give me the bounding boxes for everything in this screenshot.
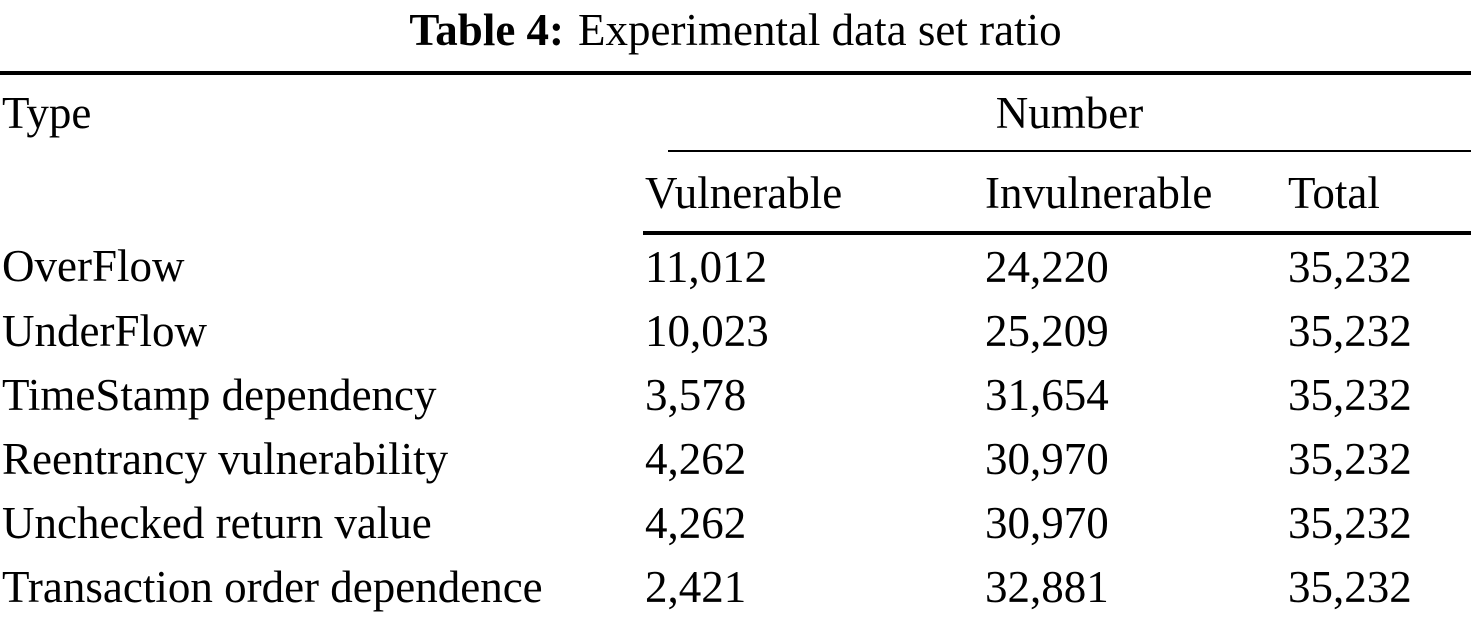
total-cell: 35,232 <box>1288 370 1412 420</box>
total-cell: 35,232 <box>1288 498 1412 548</box>
table-caption-label: Table 4: <box>409 5 565 55</box>
subheader-row: Vulnerable Invulnerable Total <box>0 151 1471 235</box>
total-cell: 35,232 <box>1288 242 1412 292</box>
vulnerable-cell: 10,023 <box>645 306 769 356</box>
table-caption-text: Experimental data set ratio <box>578 5 1062 55</box>
table-row: Reentrancy vulnerability 4,262 30,970 35… <box>0 427 1471 491</box>
table-row: OverFlow 11,012 24,220 35,232 <box>0 233 1471 299</box>
table-row: UnderFlow 10,023 25,209 35,232 <box>0 299 1471 363</box>
column-header-vulnerable: Vulnerable <box>643 151 983 235</box>
invulnerable-cell: 24,220 <box>985 242 1109 292</box>
column-header-total: Total <box>1286 151 1471 235</box>
group-header-row: Type Number <box>0 73 1471 152</box>
vulnerable-cell: 3,578 <box>645 370 747 420</box>
total-cell: 35,232 <box>1288 562 1412 612</box>
vulnerable-cell: 11,012 <box>645 242 768 292</box>
column-header-invulnerable: Invulnerable <box>983 151 1286 235</box>
type-cell: OverFlow <box>2 241 185 291</box>
type-cell: TimeStamp dependency <box>2 370 437 420</box>
total-cell: 35,232 <box>1288 306 1412 356</box>
experimental-data-table: Type Number Vulnerable Invulnerable Tota… <box>0 70 1471 617</box>
column-group-header-number-label: Number <box>995 87 1144 138</box>
vulnerable-cell: 2,421 <box>645 562 747 612</box>
type-cell: UnderFlow <box>2 306 207 356</box>
table-row: TimeStamp dependency 3,578 31,654 35,232 <box>0 363 1471 427</box>
total-cell: 35,232 <box>1288 434 1412 484</box>
type-cell: Unchecked return value <box>2 498 432 548</box>
table-caption: Table 4: Experimental data set ratio <box>0 0 1471 56</box>
vulnerable-cell: 4,262 <box>645 498 747 548</box>
column-group-header-number-rule: Number <box>668 75 1471 152</box>
invulnerable-cell: 31,654 <box>985 370 1109 420</box>
table-row: Unchecked return value 4,262 30,970 35,2… <box>0 491 1471 555</box>
invulnerable-cell: 30,970 <box>985 434 1109 484</box>
invulnerable-cell: 25,209 <box>985 306 1109 356</box>
invulnerable-cell: 30,970 <box>985 498 1109 548</box>
invulnerable-cell: 32,881 <box>985 562 1109 612</box>
column-header-type: Type <box>2 87 92 138</box>
vulnerable-cell: 4,262 <box>645 434 747 484</box>
type-cell: Transaction order dependence <box>2 562 543 612</box>
table-row: Transaction order dependence 2,421 32,88… <box>0 555 1471 617</box>
type-cell: Reentrancy vulnerability <box>2 434 449 484</box>
column-group-header-number: Number <box>643 73 1471 152</box>
